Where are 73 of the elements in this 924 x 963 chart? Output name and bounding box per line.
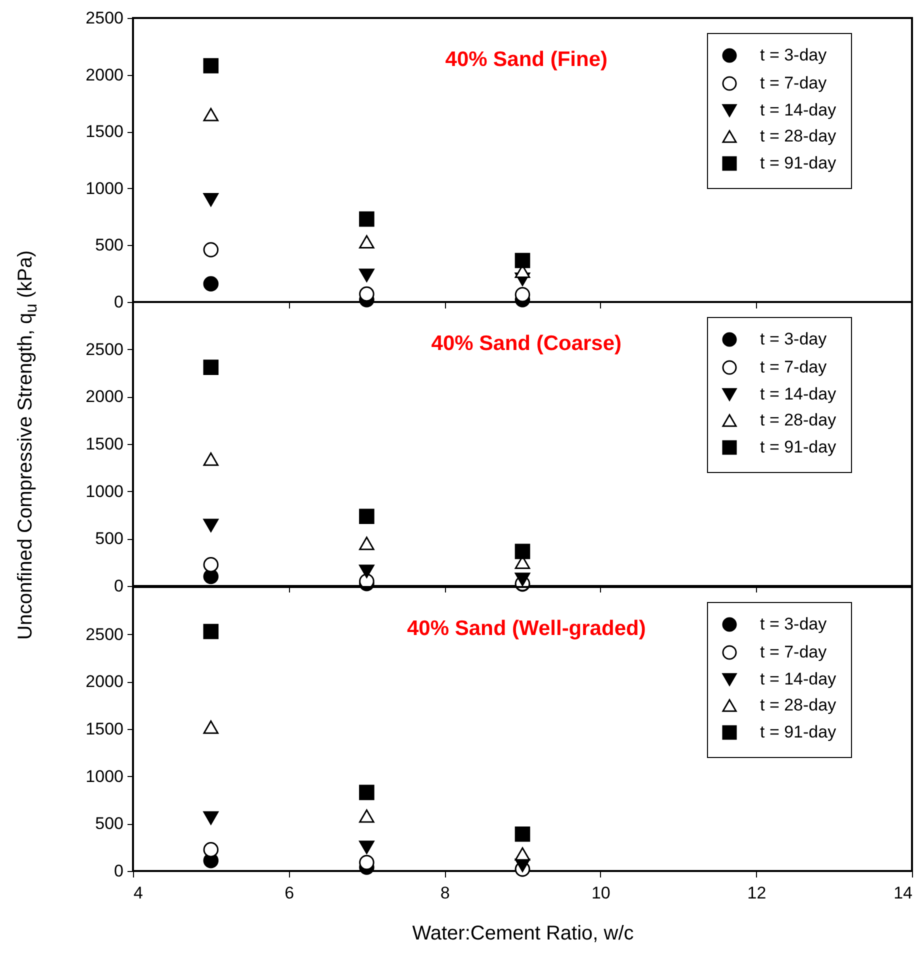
y-tick-label: 2500 [86, 340, 124, 359]
point [359, 536, 374, 550]
legend-label: t = 7-day [760, 358, 828, 376]
point [514, 572, 530, 586]
point [359, 211, 374, 227]
point [359, 809, 374, 823]
x-tick-label: 12 [747, 884, 766, 902]
y-tick-label: 2000 [86, 65, 124, 84]
point [203, 242, 219, 258]
text: 40% Sand (Well-graded) [406, 617, 646, 640]
point [359, 784, 374, 800]
point [514, 286, 530, 302]
legend-label: t = 14-day [760, 384, 837, 404]
legend-label: t = 7-day [760, 642, 828, 662]
point [203, 518, 219, 532]
point [203, 193, 219, 206]
legend-label: t = 14-day [760, 100, 837, 120]
x-tick-label: 8 [440, 884, 450, 902]
point [203, 452, 219, 466]
point [514, 847, 530, 861]
point [359, 840, 374, 854]
y-tick-label: 0 [114, 862, 124, 880]
legend-label: t = 3-day [760, 330, 828, 348]
y-tick-label: 1500 [86, 720, 124, 738]
legend-label: t = 91-day [760, 438, 837, 456]
legend-label: t = 91-day [760, 154, 837, 172]
y-tick-label: 0 [114, 292, 124, 312]
legend-label: t = 3-day [760, 46, 828, 64]
point [203, 557, 219, 572]
y-tick-label: 2500 [86, 624, 124, 644]
point [203, 276, 219, 292]
point [359, 286, 374, 302]
x-tick-label: 10 [591, 884, 610, 902]
y-tick-label: 1500 [86, 434, 124, 454]
y-tick-label: 2500 [86, 8, 124, 28]
text: 40% Sand (Coarse) [431, 332, 622, 355]
point [359, 235, 374, 249]
y-tick-label: 1000 [86, 766, 124, 786]
y-tick-label: 2000 [86, 387, 124, 406]
y-tick-label: 1000 [86, 482, 124, 501]
y-tick-label: 2000 [86, 672, 124, 692]
legend-label: t = 7-day [760, 74, 828, 92]
x-axis-title: Water:Cement Ratio, w/c [412, 922, 634, 944]
point [203, 842, 219, 858]
legend-label: t = 14-day [760, 670, 837, 688]
point [203, 720, 219, 734]
x-tick-label: 14 [894, 884, 912, 902]
point [359, 564, 374, 578]
point [203, 58, 219, 74]
point [359, 854, 374, 870]
point [203, 624, 219, 640]
y-tick-label: 500 [95, 529, 124, 548]
point [514, 544, 530, 560]
legend-label: t = 91-day [760, 722, 837, 742]
y-tick-label: 500 [95, 236, 124, 255]
x-tick-label: 6 [284, 884, 294, 902]
y-tick-label: 500 [95, 814, 124, 834]
legend-label: t = 28-day [760, 410, 837, 430]
legend-label: t = 28-day [760, 126, 837, 146]
point [203, 360, 219, 375]
legend-label: t = 28-day [760, 696, 837, 714]
y-tick-label: 1000 [86, 178, 124, 198]
legend-label: t = 3-day [760, 614, 828, 634]
point [359, 508, 374, 524]
text: 40% Sand (Fine) [445, 48, 608, 71]
x-tick-label: 4 [134, 884, 143, 902]
point [514, 252, 530, 268]
point [203, 108, 219, 122]
y-tick-label: 0 [114, 576, 124, 596]
point [359, 268, 374, 282]
point [514, 826, 530, 842]
y-tick-label: 1500 [86, 122, 124, 142]
point [203, 811, 219, 825]
